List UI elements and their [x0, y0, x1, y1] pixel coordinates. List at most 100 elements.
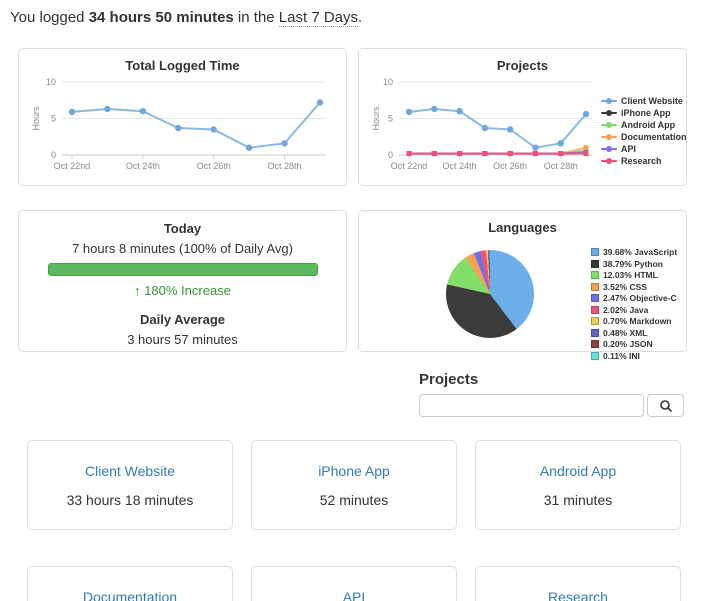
languages-pie-chart	[446, 250, 534, 338]
legend-dot	[606, 134, 612, 140]
projects-chart: 0 5 10 Oct 22nd Oct 24th Oct 26th Oct 28th Hour…	[371, 77, 592, 171]
legend-series-marker	[601, 98, 617, 105]
legend-swatch	[591, 248, 599, 256]
legend-item: Documentation	[601, 132, 687, 142]
legend-item: 0.70% Markdown	[591, 316, 677, 326]
legend-series-marker	[601, 146, 617, 153]
legend-item: API	[601, 144, 687, 154]
legend-label: 0.48% XML	[603, 327, 648, 338]
legend-series-marker	[601, 110, 617, 117]
project-card-link[interactable]: Documentation	[82, 589, 178, 601]
projects-search-button[interactable]	[647, 394, 684, 417]
legend-item: 2.47% Objective-C	[591, 293, 677, 303]
daily-progress-fill	[48, 264, 317, 275]
svg-text:Hours: Hours	[371, 106, 381, 131]
project-card-link[interactable]: API	[342, 589, 366, 601]
legend-label: 12.03% HTML	[603, 270, 658, 280]
increase-label: 180% Increase	[144, 283, 231, 298]
legend-item: Client Website	[601, 96, 687, 106]
legend-swatch	[591, 259, 599, 268]
legend-label: 2.02% Java	[603, 304, 649, 315]
total-logged-time-title: Total Logged Time	[125, 58, 240, 73]
project-card: Research	[475, 566, 681, 601]
today-title: Today	[163, 221, 202, 236]
project-card-time: 31 minutes	[543, 492, 613, 508]
legend-swatch	[591, 317, 599, 325]
svg-text:5: 5	[51, 114, 56, 124]
legend-item: 2.02% Java	[591, 305, 677, 315]
up-arrow-icon: ↑	[134, 283, 141, 298]
legend-dot	[606, 98, 612, 104]
legend-label: 2.47% Objective-C	[603, 293, 677, 303]
summary-prefix: You logged	[10, 9, 89, 26]
svg-text:Oct 26th: Oct 26th	[493, 161, 527, 171]
daily-average-value: 3 hours 57 minutes	[127, 332, 238, 347]
logged-summary: You logged 34 hours 50 minutes in the La…	[10, 9, 363, 27]
legend-swatch	[591, 305, 599, 314]
project-card-link[interactable]: Android App	[539, 463, 617, 479]
svg-text:Oct 22nd: Oct 22nd	[391, 161, 428, 171]
legend-item: 39.68% JavaScript	[591, 247, 677, 257]
projects-search-input[interactable]	[419, 394, 644, 417]
today-panel: Today 7 hours 8 minutes (100% of Daily A…	[18, 210, 347, 352]
legend-item: iPhone App	[601, 108, 687, 118]
legend-item: 38.79% Python	[591, 259, 677, 269]
legend-label: Documentation	[621, 132, 687, 142]
project-card-link[interactable]: Client Website	[84, 463, 175, 479]
legend-swatch	[591, 351, 599, 360]
legend-label: 3.52% CSS	[603, 281, 647, 292]
increase-indicator: ↑ 180% Increase	[19, 283, 346, 298]
legend-item: Android App	[601, 120, 687, 130]
legend-label: 0.70% Markdown	[603, 316, 672, 326]
summary-suffix: .	[358, 9, 363, 26]
languages-title: Languages	[488, 220, 557, 235]
legend-label: API	[621, 144, 637, 154]
legend-label: Research	[621, 156, 662, 166]
project-card-time: 33 hours 18 minutes	[66, 492, 194, 508]
legend-label: 39.68% JavaScript	[603, 247, 678, 257]
legend-dot	[606, 110, 612, 116]
svg-text:0: 0	[51, 150, 56, 160]
projects-section-heading: Projects	[419, 371, 479, 388]
legend-swatch	[591, 328, 599, 337]
summary-total-time: 34 hours 50 minutes	[88, 9, 234, 26]
projects-chart-legend: Client Website iPhone App Android App Docum…	[601, 96, 687, 168]
project-card: Android App 31 minutes	[475, 440, 681, 530]
legend-dot	[606, 158, 612, 164]
legend-dot	[606, 122, 612, 128]
svg-text:Oct 28th: Oct 28th	[544, 161, 578, 171]
legend-item: 0.48% XML	[591, 328, 677, 338]
svg-text:0: 0	[388, 150, 393, 160]
legend-series-marker	[601, 158, 617, 165]
today-logged-line: 7 hours 8 minutes (100% of Daily Avg)	[72, 241, 293, 256]
legend-item: 3.52% CSS	[591, 282, 677, 292]
legend-series-marker	[601, 134, 617, 141]
projects-chart-title: Projects	[496, 58, 549, 73]
project-card-link[interactable]: iPhone App	[318, 463, 390, 479]
languages-panel: Languages 39.68% JavaScript 38.79% Python…	[358, 210, 687, 361]
svg-text:Hours: Hours	[31, 106, 41, 131]
date-range-link[interactable]: Last 7 Days	[278, 9, 359, 27]
project-card: Client Website 33 hours 18 minutes	[27, 440, 233, 530]
legend-swatch	[591, 294, 599, 302]
summary-middle: in the	[233, 9, 279, 26]
project-card: iPhone App 52 minutes	[251, 440, 457, 530]
svg-text:10: 10	[383, 77, 393, 87]
legend-label: Android App	[621, 120, 676, 130]
legend-swatch	[591, 271, 599, 279]
project-card-link[interactable]: Research	[548, 589, 608, 601]
svg-text:Oct 26th: Oct 26th	[197, 161, 231, 171]
legend-item: 0.20% JSON	[591, 339, 677, 349]
legend-dot	[606, 146, 612, 152]
svg-text:Oct 28th: Oct 28th	[268, 161, 302, 171]
legend-item: 0.11% INI	[591, 351, 677, 361]
legend-swatch	[591, 282, 599, 291]
project-card: Documentation	[27, 566, 233, 601]
svg-text:Oct 24th: Oct 24th	[443, 161, 477, 171]
project-card: API	[251, 566, 457, 601]
projects-chart-panel: Projects 0 5 10 Oct 22nd Oct 24th Oct 26th Oct…	[358, 48, 687, 186]
legend-label: Client Website	[621, 96, 683, 106]
total-logged-time-panel: Total Logged Time 0 5 10 Oct 22nd Oct 24th Oc…	[18, 48, 347, 186]
search-icon	[659, 399, 672, 412]
